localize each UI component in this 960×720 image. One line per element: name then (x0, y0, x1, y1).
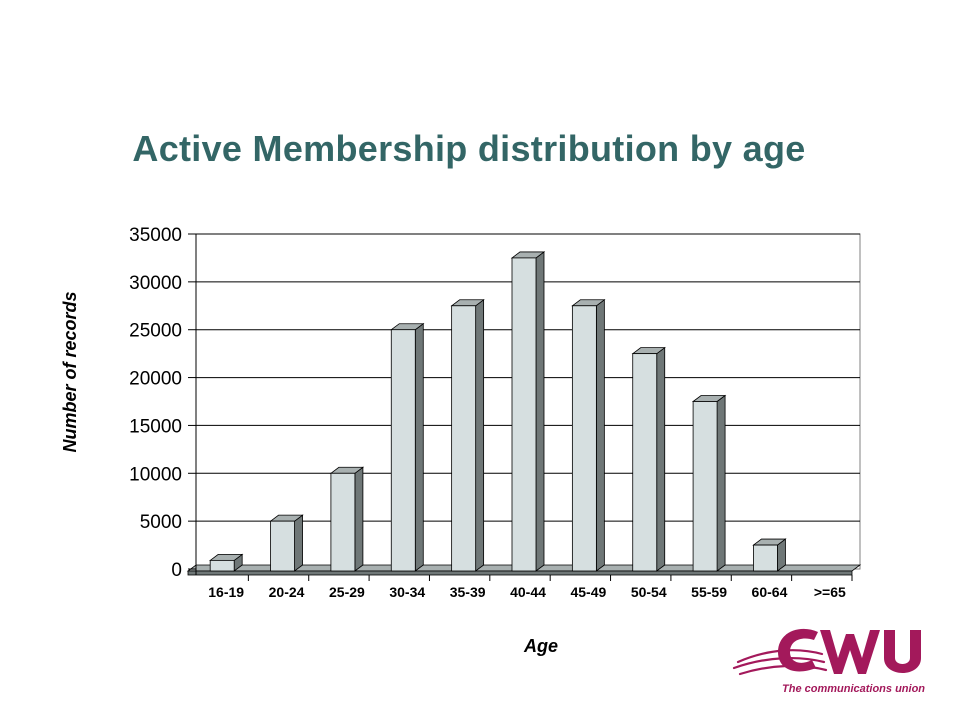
y-tick-label: 0 (171, 560, 182, 581)
bar (571, 305, 597, 572)
bars (208, 251, 787, 572)
bar-side (595, 298, 605, 572)
y-tick-label: 25000 (129, 321, 182, 342)
bar-side (656, 346, 666, 572)
bar-side (354, 466, 364, 572)
bar (270, 520, 295, 572)
bar (753, 544, 778, 572)
x-axis-ticks: 16-19 20-24 25-29 30-34 35-39 40-44 45-49 50-54… (208, 575, 853, 600)
cwu-logo (732, 628, 921, 676)
bar-side (294, 514, 303, 572)
bar (511, 257, 537, 572)
bar-side (475, 298, 485, 572)
x-tick-label: 35-39 (450, 584, 486, 600)
bar (692, 401, 718, 572)
bar (451, 305, 477, 572)
x-tick-label: 30-34 (389, 584, 425, 600)
bar-side (414, 322, 424, 572)
y-tick-label: 20000 (129, 369, 182, 390)
slide-title: Active Membership distribution by age (132, 128, 806, 169)
bar (632, 353, 658, 572)
y-tick-label: 15000 (129, 416, 182, 437)
bar (390, 329, 416, 572)
x-tick-label: >=65 (814, 584, 846, 600)
y-tick-label: 10000 (129, 464, 182, 485)
bar-side (716, 394, 726, 572)
x-tick-label: 60-64 (752, 584, 788, 600)
y-tick-label: 5000 (140, 512, 182, 533)
x-tick-label: 16-19 (208, 584, 244, 600)
bar (209, 559, 235, 572)
y-axis-ticks: 0 5000 10000 15000 20000 25000 30000 35000 (129, 225, 197, 581)
y-tick-label: 30000 (129, 273, 182, 294)
x-tick-label: 50-54 (631, 584, 667, 600)
x-tick-label: 55-59 (691, 584, 727, 600)
x-tick-label: 25-29 (329, 584, 365, 600)
x-tick-label: 20-24 (269, 584, 305, 600)
y-axis-title: Number of records (60, 291, 80, 452)
x-axis-title: Age (523, 636, 558, 656)
floor-front (187, 570, 853, 576)
logo-tagline: The communications union (782, 683, 926, 695)
x-tick-label: 40-44 (510, 584, 546, 600)
x-tick-label: 45-49 (570, 584, 606, 600)
bar-side (535, 251, 545, 572)
y-tick-label: 35000 (129, 225, 182, 246)
bar (330, 472, 356, 572)
